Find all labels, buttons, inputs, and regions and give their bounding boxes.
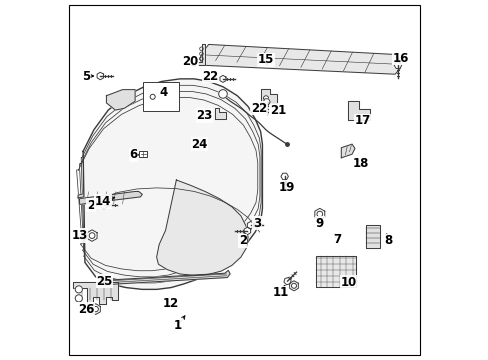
Text: 3: 3 — [252, 216, 261, 230]
Text: 14: 14 — [95, 195, 111, 208]
Circle shape — [93, 306, 98, 312]
Circle shape — [316, 211, 322, 217]
Circle shape — [291, 283, 296, 288]
Text: 20: 20 — [182, 55, 198, 68]
Text: 26: 26 — [78, 303, 94, 316]
Polygon shape — [148, 92, 157, 102]
Polygon shape — [215, 108, 225, 119]
Circle shape — [263, 96, 268, 101]
Polygon shape — [97, 72, 103, 80]
Text: 19: 19 — [278, 181, 294, 194]
Polygon shape — [91, 304, 100, 315]
Polygon shape — [260, 89, 276, 103]
Text: 13: 13 — [71, 229, 87, 242]
Polygon shape — [73, 282, 118, 304]
Polygon shape — [341, 144, 354, 158]
Polygon shape — [281, 173, 288, 180]
Polygon shape — [220, 75, 225, 82]
Polygon shape — [106, 90, 135, 110]
Polygon shape — [393, 62, 401, 68]
Circle shape — [218, 90, 227, 98]
Polygon shape — [83, 79, 262, 289]
Bar — [139, 151, 147, 157]
Text: 22: 22 — [250, 102, 266, 115]
Polygon shape — [164, 94, 170, 100]
Text: 15: 15 — [257, 53, 274, 66]
Text: 4: 4 — [160, 86, 167, 99]
Text: 9: 9 — [315, 216, 323, 230]
Text: 2: 2 — [87, 199, 95, 212]
Text: 23: 23 — [196, 109, 212, 122]
Text: 5: 5 — [81, 69, 90, 82]
Polygon shape — [87, 230, 97, 241]
Polygon shape — [100, 270, 230, 285]
Polygon shape — [284, 278, 290, 285]
Polygon shape — [263, 99, 270, 105]
Bar — [143, 82, 179, 111]
Text: 12: 12 — [163, 297, 179, 310]
Text: 11: 11 — [272, 287, 288, 300]
Circle shape — [150, 94, 155, 99]
Text: 10: 10 — [340, 276, 356, 289]
Polygon shape — [247, 221, 253, 229]
Polygon shape — [101, 201, 107, 209]
Text: 2: 2 — [238, 234, 246, 247]
Polygon shape — [366, 225, 379, 248]
Text: 22: 22 — [202, 69, 218, 82]
Circle shape — [89, 233, 95, 238]
Text: 21: 21 — [270, 104, 286, 117]
Text: 17: 17 — [354, 114, 370, 127]
Polygon shape — [199, 44, 400, 74]
Polygon shape — [348, 101, 369, 120]
Text: 1: 1 — [174, 319, 182, 332]
Text: 7: 7 — [333, 233, 341, 246]
Text: 16: 16 — [391, 51, 408, 64]
Text: 6: 6 — [129, 148, 137, 161]
Text: 8: 8 — [383, 234, 391, 247]
Polygon shape — [289, 281, 298, 291]
Circle shape — [75, 295, 82, 302]
Text: 24: 24 — [191, 138, 207, 150]
Polygon shape — [78, 194, 83, 198]
Polygon shape — [314, 208, 324, 220]
Polygon shape — [244, 227, 250, 235]
Polygon shape — [156, 180, 247, 275]
Polygon shape — [198, 44, 204, 65]
Circle shape — [75, 286, 82, 293]
Polygon shape — [80, 192, 142, 204]
Text: 18: 18 — [352, 157, 368, 170]
Text: 25: 25 — [96, 275, 113, 288]
Polygon shape — [315, 256, 355, 287]
